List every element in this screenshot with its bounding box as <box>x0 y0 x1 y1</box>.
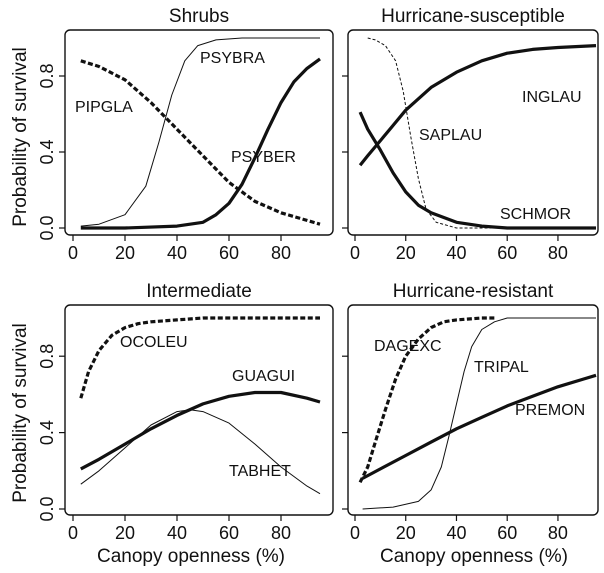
y-tick-label: 0.0 <box>37 496 57 521</box>
x-tick-label: 80 <box>548 243 568 263</box>
series-line-guagui <box>80 390 321 471</box>
series-label-pipgla: PIPGLA <box>75 99 133 116</box>
series-line-dagexc <box>358 316 495 484</box>
panel-frame <box>64 304 334 516</box>
series-label-guagui: GUAGUI <box>232 368 295 385</box>
series-label-psyber: PSYBER <box>231 149 296 166</box>
series-line-psybra <box>80 37 320 227</box>
series-label-dagexc: DAGEXC <box>374 338 442 355</box>
panel-title: Intermediate <box>146 281 252 302</box>
series-line-psyber <box>80 57 321 230</box>
y-tick-label: 0.4 <box>37 420 57 445</box>
y-tick-label: 0.4 <box>37 139 57 164</box>
panel-2: Hurricane-susceptible 0 20 40 60 80 INGLAU SCHM… <box>342 6 599 263</box>
series-line-inglau <box>358 44 597 167</box>
panel-title: Hurricane-susceptible <box>381 6 565 27</box>
xlabel-left: Canopy openness (%) <box>97 546 285 567</box>
x-tick-label: 60 <box>219 243 239 263</box>
x-tick-label: 40 <box>167 523 187 543</box>
series-label-ocoleu: OCOLEU <box>120 334 188 351</box>
series-label-inglau: INGLAU <box>522 89 582 106</box>
series-label-saplau: SAPLAU <box>419 127 482 144</box>
panel-4: Hurricane-resistant 0 20 40 60 80 DAGEXC TRIPAL… <box>342 281 599 543</box>
panel-1: Shrubs 0 20 40 60 80 0.0 0.4 0.8 PIPGLA PSYBRA PSYB… <box>37 6 334 263</box>
x-tick-label: 20 <box>396 523 416 543</box>
ylabel-bottom: Probability of survival <box>10 323 31 503</box>
series-line-pipgla <box>80 59 321 226</box>
series-line-ocoleu <box>79 316 320 399</box>
panel-title: Shrubs <box>169 6 229 27</box>
series-line-saplau <box>367 37 596 229</box>
series-label-premon: PREMON <box>515 402 585 419</box>
y-tick-label: 0.0 <box>37 215 57 240</box>
x-tick-label: 0 <box>350 523 360 543</box>
series-label-tabhet: TABHET <box>229 463 291 480</box>
panel-3: Intermediate 0 20 40 60 80 0.0 0.4 0.8 OCOLEU GUAG… <box>37 281 334 543</box>
series-label-tripal: TRIPAL <box>474 359 529 376</box>
x-tick-label: 80 <box>548 523 568 543</box>
panel-frame <box>347 304 599 516</box>
x-tick-label: 0 <box>350 243 360 263</box>
x-tick-label: 60 <box>497 243 517 263</box>
x-tick-label: 80 <box>271 523 291 543</box>
series-label-schmor: SCHMOR <box>500 206 571 223</box>
y-tick-label: 0.8 <box>37 63 57 88</box>
x-tick-label: 60 <box>219 523 239 543</box>
x-tick-label: 20 <box>115 243 135 263</box>
y-tick-label: 0.8 <box>37 344 57 369</box>
chart-panels: Shrubs 0 20 40 60 80 0.0 0.4 0.8 PIPGLA PSYBRA PSYB… <box>37 6 599 543</box>
series-line-tripal <box>362 317 596 510</box>
ylabel-top: Probability of survival <box>10 47 31 227</box>
panel-frame <box>347 29 599 236</box>
xlabel-right: Canopy openness (%) <box>380 546 568 567</box>
x-tick-label: 80 <box>271 243 291 263</box>
x-tick-label: 40 <box>446 243 466 263</box>
x-tick-label: 0 <box>68 243 78 263</box>
series-label-psybra: PSYBRA <box>200 50 265 67</box>
x-tick-label: 0 <box>68 523 78 543</box>
series-line-tabhet <box>80 409 321 495</box>
x-tick-label: 20 <box>115 523 135 543</box>
panel-frame <box>64 29 334 236</box>
x-tick-label: 60 <box>497 523 517 543</box>
series-line-premon <box>361 373 597 480</box>
panel-title: Hurricane-resistant <box>393 281 554 302</box>
x-tick-label: 20 <box>396 243 416 263</box>
x-tick-label: 40 <box>446 523 466 543</box>
x-tick-label: 40 <box>167 243 187 263</box>
